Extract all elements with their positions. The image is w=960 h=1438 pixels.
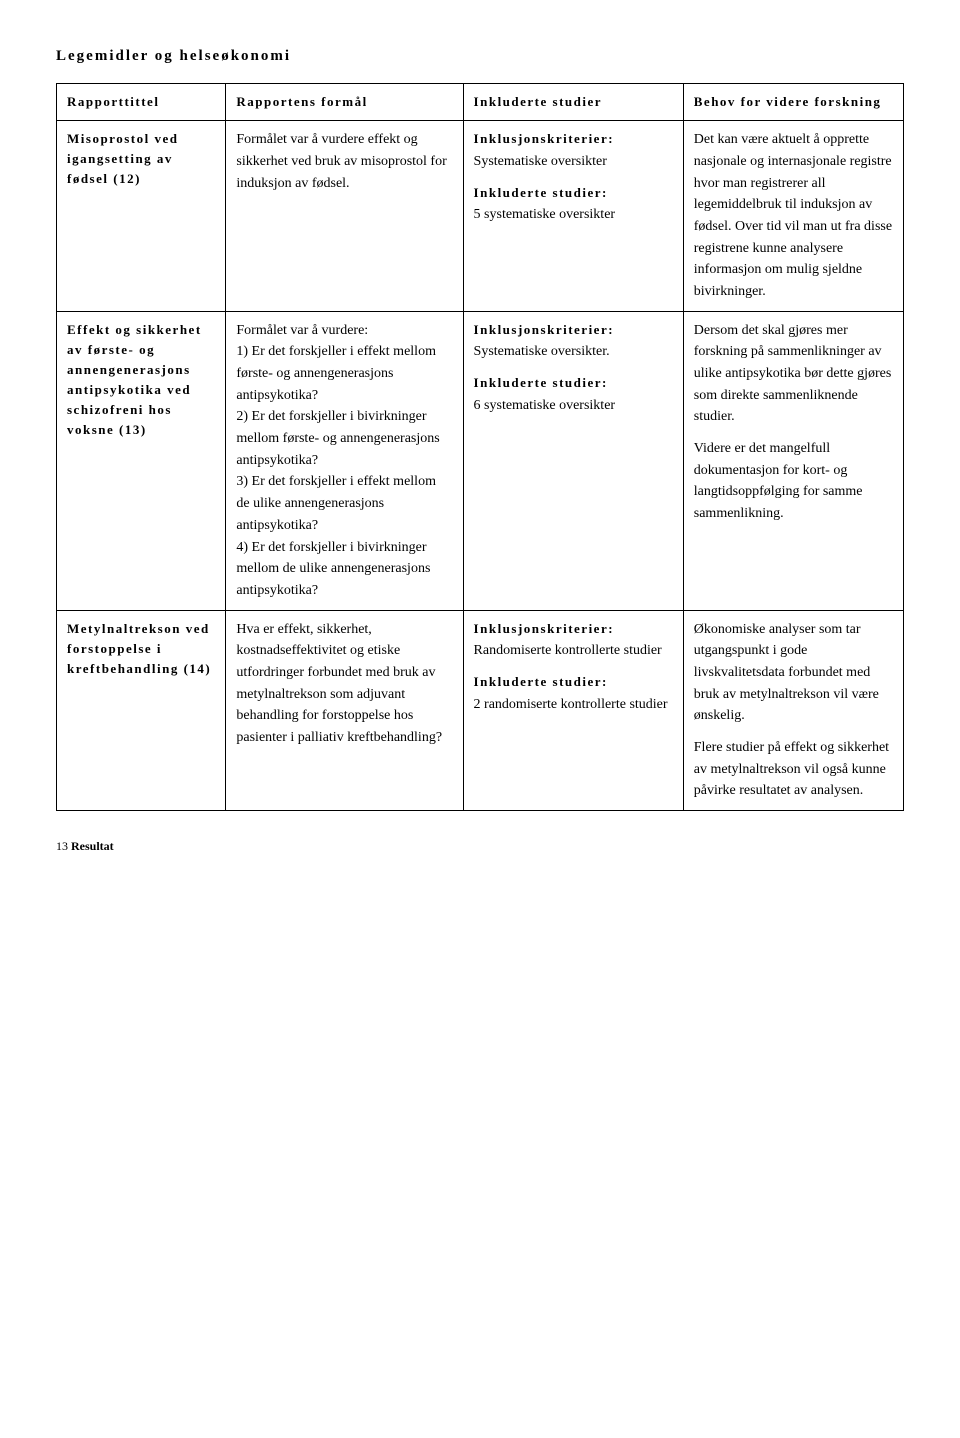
header-studier: Inkluderte studier <box>463 84 683 121</box>
inclusion-text: Systematiske oversikter <box>474 154 607 169</box>
cell-studies-3: Inklusjonskriterier: Randomiserte kontro… <box>463 610 683 811</box>
cell-title-1: Misoprostol ved igangsetting av fødsel (… <box>57 121 226 312</box>
page-title: Legemidler og helseøkonomi <box>56 48 904 65</box>
cell-need-1: Det kan være aktuelt å opprette nasjonal… <box>683 121 903 312</box>
purpose-item: 1) Er det forskjeller i effekt mellom fø… <box>236 344 436 402</box>
purpose-item: 3) Er det forskjeller i effekt mellom de… <box>236 474 436 532</box>
need-text: Dersom det skal gjøres mer forskning på … <box>694 320 893 428</box>
inclusion-label: Inklusjonskriterier: <box>474 131 615 146</box>
cell-purpose-3: Hva er effekt, sikkerhet, kostnadseffekt… <box>226 610 463 811</box>
need-text: Flere studier på effekt og sikkerhet av … <box>694 737 893 802</box>
inclusion-text: Randomiserte kontrollerte studier <box>474 643 662 658</box>
cell-studies-2: Inklusjonskriterier: Systematiske oversi… <box>463 311 683 610</box>
table-row: Metylnaltrekson ved forstoppelse i kreft… <box>57 610 904 811</box>
need-text: Økonomiske analyser som tar utgangspunkt… <box>694 619 893 727</box>
page-footer: 13 Resultat <box>56 839 904 854</box>
included-label: Inkluderte studier: <box>474 375 608 390</box>
cell-title-2: Effekt og sikkerhet av første- og anneng… <box>57 311 226 610</box>
table-row: Misoprostol ved igangsetting av fødsel (… <box>57 121 904 312</box>
purpose-item: 2) Er det forskjeller i bivirkninger mel… <box>236 409 439 467</box>
included-text: 2 randomiserte kontrollerte studier <box>474 697 668 712</box>
inclusion-text: Systematiske oversikter. <box>474 344 610 359</box>
included-label: Inkluderte studier: <box>474 185 608 200</box>
table-header-row: Rapporttittel Rapportens formål Inkluder… <box>57 84 904 121</box>
purpose-item: 4) Er det forskjeller i bivirkninger mel… <box>236 540 430 598</box>
inclusion-label: Inklusjonskriterier: <box>474 621 615 636</box>
cell-studies-1: Inklusjonskriterier: Systematiske oversi… <box>463 121 683 312</box>
included-text: 6 systematiske oversikter <box>474 398 616 413</box>
need-text: Videre er det mangelfull dokumentasjon f… <box>694 438 893 525</box>
header-rapporttittel: Rapporttittel <box>57 84 226 121</box>
cell-title-3: Metylnaltrekson ved forstoppelse i kreft… <box>57 610 226 811</box>
table-row: Effekt og sikkerhet av første- og anneng… <box>57 311 904 610</box>
included-text: 5 systematiske oversikter <box>474 207 616 222</box>
purpose-intro: Formålet var å vurdere: <box>236 323 368 338</box>
cell-need-2: Dersom det skal gjøres mer forskning på … <box>683 311 903 610</box>
cell-purpose-1: Formålet var å vurdere effekt og sikkerh… <box>226 121 463 312</box>
header-formal: Rapportens formål <box>226 84 463 121</box>
page-number: 13 <box>56 839 68 853</box>
cell-purpose-2: Formålet var å vurdere: 1) Er det forskj… <box>226 311 463 610</box>
header-behov: Behov for videre forskning <box>683 84 903 121</box>
included-label: Inkluderte studier: <box>474 674 608 689</box>
cell-need-3: Økonomiske analyser som tar utgangspunkt… <box>683 610 903 811</box>
report-table: Rapporttittel Rapportens formål Inkluder… <box>56 83 904 811</box>
inclusion-label: Inklusjonskriterier: <box>474 322 615 337</box>
footer-label: Resultat <box>71 839 114 853</box>
